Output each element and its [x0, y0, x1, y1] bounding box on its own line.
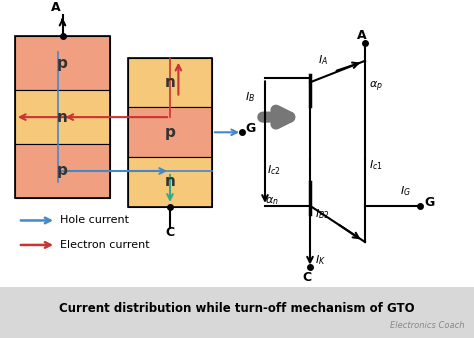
Text: A: A: [357, 29, 366, 42]
Text: G: G: [424, 196, 434, 209]
Text: Hole current: Hole current: [60, 215, 129, 225]
Text: $\alpha_p$: $\alpha_p$: [369, 80, 383, 94]
Text: $I_K$: $I_K$: [315, 254, 326, 267]
Bar: [15, 36, 110, 90]
Text: n: n: [164, 75, 175, 90]
Text: C: C: [302, 271, 311, 284]
Text: A: A: [51, 1, 60, 14]
Text: $\alpha_n$: $\alpha_n$: [265, 195, 279, 207]
Bar: [128, 58, 212, 107]
Text: $I_B$: $I_B$: [245, 90, 255, 104]
Bar: [15, 90, 110, 144]
Text: C: C: [165, 226, 174, 239]
Text: $I_{B2}$: $I_{B2}$: [315, 208, 330, 221]
Text: Electron current: Electron current: [60, 240, 150, 250]
Text: Current distribution while turn-off mechanism of GTO: Current distribution while turn-off mech…: [59, 302, 415, 315]
Text: $I_{c2}$: $I_{c2}$: [267, 164, 281, 177]
Bar: [15, 144, 110, 198]
Text: p: p: [57, 56, 68, 71]
Text: $I_{c1}$: $I_{c1}$: [369, 159, 383, 172]
Bar: [15, 36, 110, 198]
Bar: [128, 107, 212, 157]
Text: n: n: [57, 110, 68, 125]
Text: $I_G$: $I_G$: [400, 184, 411, 198]
Text: p: p: [164, 125, 175, 140]
Text: n: n: [164, 174, 175, 189]
Text: $I_A$: $I_A$: [318, 53, 328, 67]
Text: p: p: [57, 164, 68, 178]
Text: G: G: [245, 122, 255, 135]
Bar: [128, 157, 212, 207]
Text: Electronics Coach: Electronics Coach: [391, 321, 465, 330]
Bar: [0, 287, 474, 338]
Bar: [128, 58, 212, 207]
